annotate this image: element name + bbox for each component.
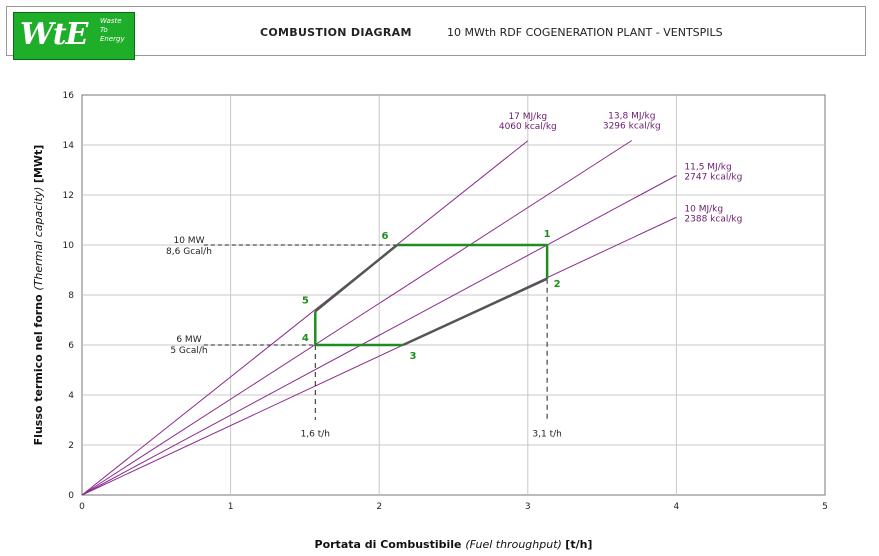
chart-subtitle: 10 MWth RDF COGENERATION PLANT - VENTSPI… <box>447 26 723 39</box>
logo-tagline-line-3: Energy <box>100 35 125 43</box>
logo-mark: WtE <box>20 17 88 52</box>
y-tick-label: 6 <box>68 341 74 351</box>
fuel-line-label: 13,8 MJ/kg <box>608 112 655 122</box>
y-tick-label: 8 <box>68 291 74 301</box>
logo-tagline: Waste To Energy <box>100 17 134 44</box>
operating-point-label: 6 <box>382 231 389 242</box>
chart-header: WtE Waste To Energy COMBUSTION DIAGRAM 1… <box>6 6 866 60</box>
fuel-line-label: 2388 kcal/kg <box>684 214 742 224</box>
x-tick-label: 2 <box>376 502 382 512</box>
x-tick-label: 0 <box>79 502 85 512</box>
fuel-line-label: 4060 kcal/kg <box>499 122 557 132</box>
max-load-label: 10 MW <box>173 236 204 246</box>
y-tick-label: 10 <box>63 241 75 251</box>
x-tick-label: 5 <box>822 502 828 512</box>
wte-logo: WtE Waste To Energy <box>13 12 135 60</box>
y-tick-label: 12 <box>63 191 74 201</box>
fuel-line-label: 11,5 MJ/kg <box>684 163 731 173</box>
fuel-line <box>81 216 677 496</box>
operating-point-label: 3 <box>409 351 416 362</box>
y-tick-label: 4 <box>68 391 74 401</box>
operating-point-label: 5 <box>302 295 309 306</box>
min-calorific-edge <box>402 277 548 347</box>
fuel-line-label: 2747 kcal/kg <box>684 173 742 183</box>
y-tick-label: 0 <box>68 491 74 501</box>
operating-point-label: 4 <box>302 333 309 344</box>
y-tick-label: 16 <box>63 91 75 101</box>
x-axis-label: Portata di Combustibile (Fuel throughput… <box>315 538 593 551</box>
max-fuel-label: 3,1 t/h <box>532 429 561 439</box>
y-tick-label: 2 <box>68 441 74 451</box>
y-axis-label: Flusso termico nel forno (Thermal capaci… <box>32 145 45 446</box>
min-load-gcal-label: 5 Gcal/h <box>170 346 207 356</box>
operating-point-label: 1 <box>544 229 551 240</box>
x-tick-label: 3 <box>525 502 531 512</box>
max-calorific-edge <box>314 244 398 313</box>
min-fuel-label: 1,6 t/h <box>301 429 330 439</box>
operating-point-label: 2 <box>554 279 561 290</box>
logo-tagline-line-1: Waste <box>100 17 122 25</box>
x-tick-label: 4 <box>674 502 680 512</box>
fuel-line <box>81 140 529 496</box>
fuel-line-label: 17 MJ/kg <box>508 112 547 122</box>
fuel-line <box>81 140 633 496</box>
max-load-gcal-label: 8,6 Gcal/h <box>166 247 212 257</box>
fuel-line-label: 10 MJ/kg <box>684 204 723 214</box>
y-tick-label: 14 <box>63 141 75 151</box>
x-tick-label: 1 <box>228 502 234 512</box>
logo-tagline-line-2: To <box>100 26 108 34</box>
fuel-line <box>81 175 677 496</box>
min-load-label: 6 MW <box>176 335 201 345</box>
chart-title: COMBUSTION DIAGRAM <box>260 26 412 39</box>
fuel-line-label: 3296 kcal/kg <box>603 122 661 132</box>
